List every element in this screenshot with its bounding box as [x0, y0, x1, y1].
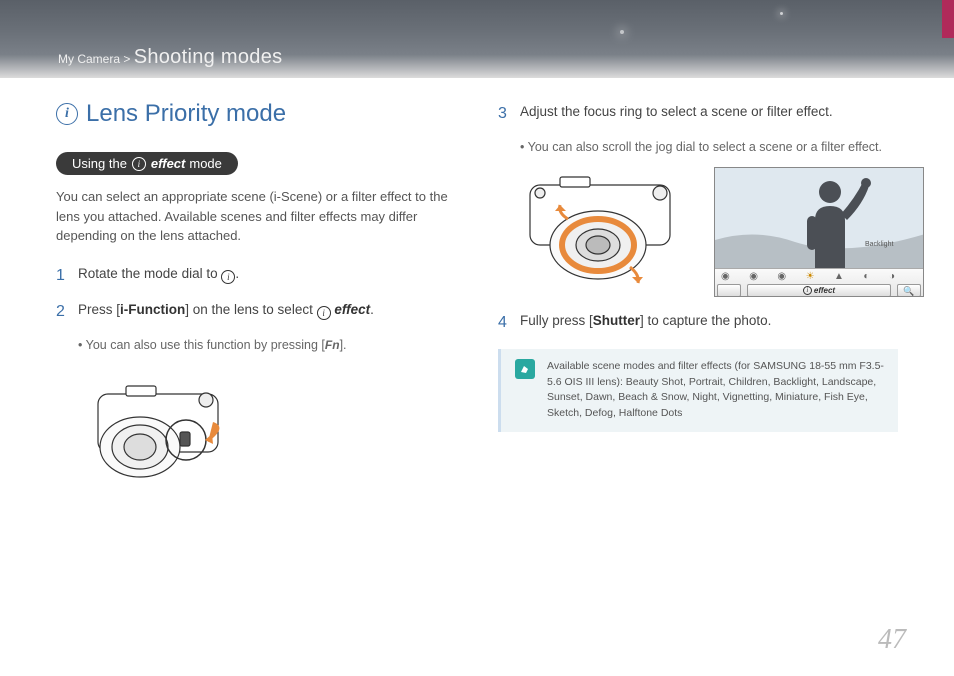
step-text: Rotate the mode dial to i. — [78, 264, 456, 288]
subsection-pill: Using the i effect mode — [56, 152, 238, 175]
preview-mode-label: effect — [814, 286, 835, 295]
scene-icon-active: ☀ — [806, 271, 815, 282]
camera-illustration-1 — [78, 372, 258, 502]
info-icon-tiny: i — [803, 286, 812, 295]
page-number: 47 — [878, 624, 906, 656]
scene-icon: ◉ — [721, 271, 730, 282]
info-icon-inline: i — [317, 306, 331, 320]
step-text-b: ] to capture the photo. — [640, 313, 771, 328]
scene-icon: ◉ — [749, 271, 758, 282]
info-icon: i — [56, 103, 78, 125]
mode-dial-icon: i — [221, 270, 235, 284]
pill-effect-label: effect — [151, 156, 185, 171]
step-1: 1 Rotate the mode dial to i. — [56, 264, 456, 288]
preview-icon-strip: ◉ ◉ ◉ ☀ ▲ ◐ ◑ i effect 🔍 — [715, 268, 923, 297]
step-text-b: ] on the lens to select — [185, 302, 316, 317]
step-text-b: . — [235, 266, 239, 281]
pill-suffix: mode — [189, 156, 222, 171]
preview-icon-row: ◉ ◉ ◉ ☀ ▲ ◐ ◑ — [721, 271, 895, 282]
preview-scene: Backlight — [715, 168, 924, 268]
fn-button-label: Fn — [325, 336, 340, 354]
step-4: 4 Fully press [Shutter] to capture the p… — [498, 311, 898, 335]
breadcrumb: My Camera > Shooting modes — [58, 46, 954, 69]
step-3: 3 Adjust the focus ring to select a scen… — [498, 102, 898, 126]
header-sparkle — [620, 30, 624, 34]
pill-prefix: Using the — [72, 156, 127, 171]
scene-icon: ◑ — [889, 271, 895, 282]
manual-page: My Camera > Shooting modes i Lens Priori… — [0, 0, 954, 676]
step-number: 3 — [498, 102, 510, 126]
note-box: Available scene modes and filter effects… — [498, 349, 898, 432]
bullet-text-a: You can also use this function by pressi… — [86, 338, 325, 352]
ifunction-label: i-Function — [120, 302, 185, 317]
preview-screen: Backlight ◉ ◉ ◉ ☀ ▲ ◐ ◑ i — [714, 167, 924, 297]
step-text-c: . — [370, 302, 374, 317]
preview-left-button — [717, 284, 741, 297]
step-2: 2 Press [i-Function] on the lens to sele… — [56, 300, 456, 324]
intro-paragraph: You can select an appropriate scene (i-S… — [56, 187, 456, 246]
step-number: 1 — [56, 264, 68, 288]
right-column: 3 Adjust the focus ring to select a scen… — [498, 100, 898, 507]
breadcrumb-title: Shooting modes — [134, 46, 283, 68]
preview-scene-label: Backlight — [865, 241, 893, 248]
note-text: Available scene modes and filter effects… — [547, 359, 884, 422]
scene-icon: ▲ — [834, 271, 844, 282]
breadcrumb-prefix: My Camera > — [58, 52, 134, 66]
step-3-illustrations: Backlight ◉ ◉ ◉ ☀ ▲ ◐ ◑ i — [520, 167, 898, 297]
preview-zoom-button: 🔍 — [897, 284, 921, 297]
left-column: i Lens Priority mode Using the i effect … — [56, 100, 456, 507]
step-text-a: Press [ — [78, 302, 120, 317]
step-text-a: Rotate the mode dial to — [78, 266, 221, 281]
step-text: Press [i-Function] on the lens to select… — [78, 300, 456, 324]
content-area: i Lens Priority mode Using the i effect … — [0, 78, 954, 507]
note-icon — [515, 359, 535, 379]
bullet-text-b: ]. — [340, 338, 347, 352]
step-text: Adjust the focus ring to select a scene … — [520, 102, 898, 126]
camera-illustration-2 — [520, 167, 690, 297]
effect-label: effect — [334, 302, 370, 317]
section-title-text: Lens Priority mode — [86, 100, 286, 128]
header-accent — [942, 0, 954, 38]
scene-icon: ◉ — [777, 271, 786, 282]
step-3-bullet: You can also scroll the jog dial to sele… — [520, 138, 898, 157]
info-icon-small: i — [132, 157, 146, 171]
section-title: i Lens Priority mode — [56, 100, 456, 128]
step-number: 2 — [56, 300, 68, 324]
step-text-a: Fully press [ — [520, 313, 593, 328]
step-number: 4 — [498, 311, 510, 335]
header-sparkle — [780, 12, 783, 15]
step-2-bullet: You can also use this function by pressi… — [78, 336, 456, 355]
scene-icon: ◐ — [863, 271, 869, 282]
page-header: My Camera > Shooting modes — [0, 0, 954, 78]
preview-mode-bar: i effect — [747, 284, 891, 297]
step-text: Fully press [Shutter] to capture the pho… — [520, 311, 898, 335]
shutter-label: Shutter — [593, 313, 640, 328]
